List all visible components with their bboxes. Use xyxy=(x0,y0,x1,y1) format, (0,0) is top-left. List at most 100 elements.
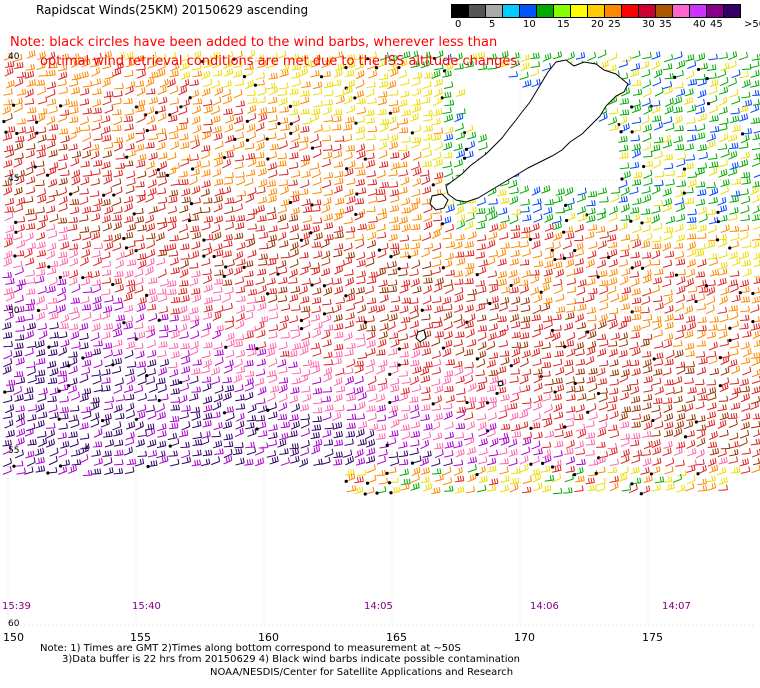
wind-barb xyxy=(684,342,695,350)
wind-barb xyxy=(213,152,223,161)
scale-label: 40 xyxy=(693,19,706,30)
wind-barb xyxy=(89,190,100,198)
wind-barb xyxy=(112,297,123,304)
wind-barb xyxy=(71,150,82,159)
wind-barb xyxy=(101,78,111,88)
wind-barb xyxy=(739,279,749,288)
wind-barb xyxy=(740,393,750,403)
wind-barb xyxy=(618,332,628,341)
wind-barb xyxy=(654,341,664,349)
wind-barb xyxy=(311,266,321,276)
wind-barb xyxy=(378,359,388,368)
wind-barb xyxy=(455,375,465,384)
wind-barb xyxy=(38,214,49,223)
wind-barb xyxy=(145,376,156,385)
wind-barb xyxy=(542,484,552,493)
contamination-dot xyxy=(222,155,227,160)
wind-barb xyxy=(312,88,323,96)
wind-barb xyxy=(170,296,181,303)
contamination-dot xyxy=(682,191,686,195)
wind-barb xyxy=(741,177,751,185)
stewart-island-outline xyxy=(429,193,449,211)
wind-barb xyxy=(58,448,68,458)
wind-barb xyxy=(753,259,760,267)
wind-barb xyxy=(312,187,322,195)
wind-barb xyxy=(597,240,607,250)
wind-barb xyxy=(696,429,706,440)
wind-barb xyxy=(519,375,529,385)
wind-barb xyxy=(673,69,684,79)
wind-barb xyxy=(124,269,134,279)
wind-barb xyxy=(312,217,323,224)
wind-barb xyxy=(278,276,288,285)
wind-barb xyxy=(751,53,760,61)
wind-barb xyxy=(477,376,488,385)
wind-barb xyxy=(575,358,586,366)
wind-barb xyxy=(92,441,103,448)
wind-barb xyxy=(631,347,641,357)
wind-barb xyxy=(652,159,662,169)
wind-barb xyxy=(82,80,93,88)
wind-barb xyxy=(609,369,619,377)
wind-barb xyxy=(465,213,475,222)
wind-barb xyxy=(423,72,434,79)
wind-barb xyxy=(267,342,277,351)
wind-barb xyxy=(620,455,630,465)
wind-barb xyxy=(509,276,520,288)
wind-barb xyxy=(456,388,466,396)
wind-barb xyxy=(434,442,444,450)
wind-barb xyxy=(190,160,202,171)
wind-barb xyxy=(34,447,45,456)
wind-barb xyxy=(662,367,672,376)
wind-barb xyxy=(629,439,640,447)
wind-barb xyxy=(398,413,409,422)
wind-barb xyxy=(224,206,234,215)
wind-barb xyxy=(487,465,497,473)
wind-barb xyxy=(170,458,180,467)
wind-barb xyxy=(376,404,386,413)
wind-barb xyxy=(203,358,212,369)
wind-barb xyxy=(354,375,364,385)
wind-barb xyxy=(498,410,508,420)
wind-barb xyxy=(629,207,640,214)
wind-barb xyxy=(134,99,146,109)
contamination-dot xyxy=(751,319,755,324)
wind-barb xyxy=(335,367,345,376)
wind-barb xyxy=(434,141,444,151)
wind-barb xyxy=(686,464,696,473)
wind-barb xyxy=(331,79,342,87)
wind-barb xyxy=(739,104,749,113)
wind-barb xyxy=(621,359,632,368)
wind-barb xyxy=(247,208,258,216)
wind-barb xyxy=(124,437,135,446)
wind-barb xyxy=(5,292,15,302)
wind-barb xyxy=(467,473,477,483)
wind-barb xyxy=(366,206,376,213)
contamination-dot xyxy=(190,167,195,171)
wind-barb xyxy=(189,197,201,206)
wind-barb xyxy=(90,332,100,342)
wind-barb xyxy=(137,170,147,179)
contamination-dot xyxy=(431,183,435,187)
wind-barb xyxy=(113,169,123,178)
wind-barb xyxy=(365,223,376,231)
wind-barb xyxy=(114,61,124,71)
wind-barb xyxy=(79,454,89,464)
wind-barb xyxy=(189,277,199,287)
contamination-dot xyxy=(540,461,545,466)
wind-barb xyxy=(674,197,684,206)
wind-barb xyxy=(443,458,453,467)
wind-barb xyxy=(167,221,177,232)
contamination-dot xyxy=(45,173,50,177)
wind-barb xyxy=(444,99,455,107)
wind-barb xyxy=(728,359,738,368)
contamination-dot xyxy=(553,257,557,262)
contamination-dot xyxy=(562,256,567,260)
wind-barb xyxy=(301,261,311,270)
wind-barb xyxy=(169,85,179,95)
wind-barb xyxy=(322,306,334,316)
wind-barb xyxy=(651,405,661,413)
wind-barb xyxy=(222,80,232,89)
wind-barb xyxy=(672,473,683,483)
wind-barb xyxy=(409,297,419,305)
